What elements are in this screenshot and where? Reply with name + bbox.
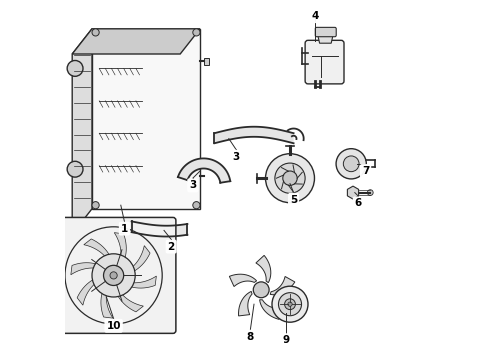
Circle shape <box>253 282 269 298</box>
Polygon shape <box>77 275 106 305</box>
Text: 4: 4 <box>312 11 319 21</box>
Polygon shape <box>114 233 126 270</box>
Text: 9: 9 <box>283 335 290 345</box>
Circle shape <box>266 154 315 203</box>
Polygon shape <box>178 158 230 183</box>
Circle shape <box>92 29 99 36</box>
Polygon shape <box>72 29 92 234</box>
Polygon shape <box>92 29 200 209</box>
Circle shape <box>343 156 359 172</box>
Circle shape <box>288 302 292 306</box>
Polygon shape <box>101 281 113 318</box>
Circle shape <box>278 293 301 316</box>
Text: 2: 2 <box>168 242 175 252</box>
Polygon shape <box>318 35 333 43</box>
Text: 3: 3 <box>189 180 196 190</box>
FancyBboxPatch shape <box>305 40 344 84</box>
Polygon shape <box>270 276 295 295</box>
Polygon shape <box>347 186 359 199</box>
Polygon shape <box>84 239 114 268</box>
Circle shape <box>110 272 117 279</box>
Text: 10: 10 <box>106 321 121 331</box>
Text: 5: 5 <box>290 195 297 205</box>
Circle shape <box>193 29 200 36</box>
Text: 7: 7 <box>362 166 369 176</box>
Polygon shape <box>122 246 150 275</box>
FancyBboxPatch shape <box>49 288 58 303</box>
Polygon shape <box>119 276 156 288</box>
Polygon shape <box>215 127 294 143</box>
Circle shape <box>67 161 83 177</box>
Polygon shape <box>256 255 271 283</box>
Text: 6: 6 <box>355 198 362 208</box>
Polygon shape <box>71 263 108 275</box>
Text: 3: 3 <box>232 152 240 162</box>
FancyBboxPatch shape <box>315 27 336 37</box>
FancyBboxPatch shape <box>49 248 58 263</box>
Circle shape <box>336 149 367 179</box>
Polygon shape <box>239 291 252 316</box>
Polygon shape <box>260 300 281 319</box>
Polygon shape <box>204 58 209 65</box>
Circle shape <box>193 202 200 209</box>
Circle shape <box>67 60 83 76</box>
Circle shape <box>92 202 99 209</box>
FancyBboxPatch shape <box>53 217 176 333</box>
Polygon shape <box>72 29 200 54</box>
Text: 8: 8 <box>247 332 254 342</box>
Circle shape <box>285 299 295 310</box>
Circle shape <box>103 265 123 285</box>
Circle shape <box>92 254 135 297</box>
Circle shape <box>275 163 305 193</box>
Polygon shape <box>229 274 257 287</box>
Text: 1: 1 <box>121 224 128 234</box>
Polygon shape <box>114 283 144 312</box>
Circle shape <box>283 171 297 185</box>
Circle shape <box>368 190 373 195</box>
Circle shape <box>272 286 308 322</box>
